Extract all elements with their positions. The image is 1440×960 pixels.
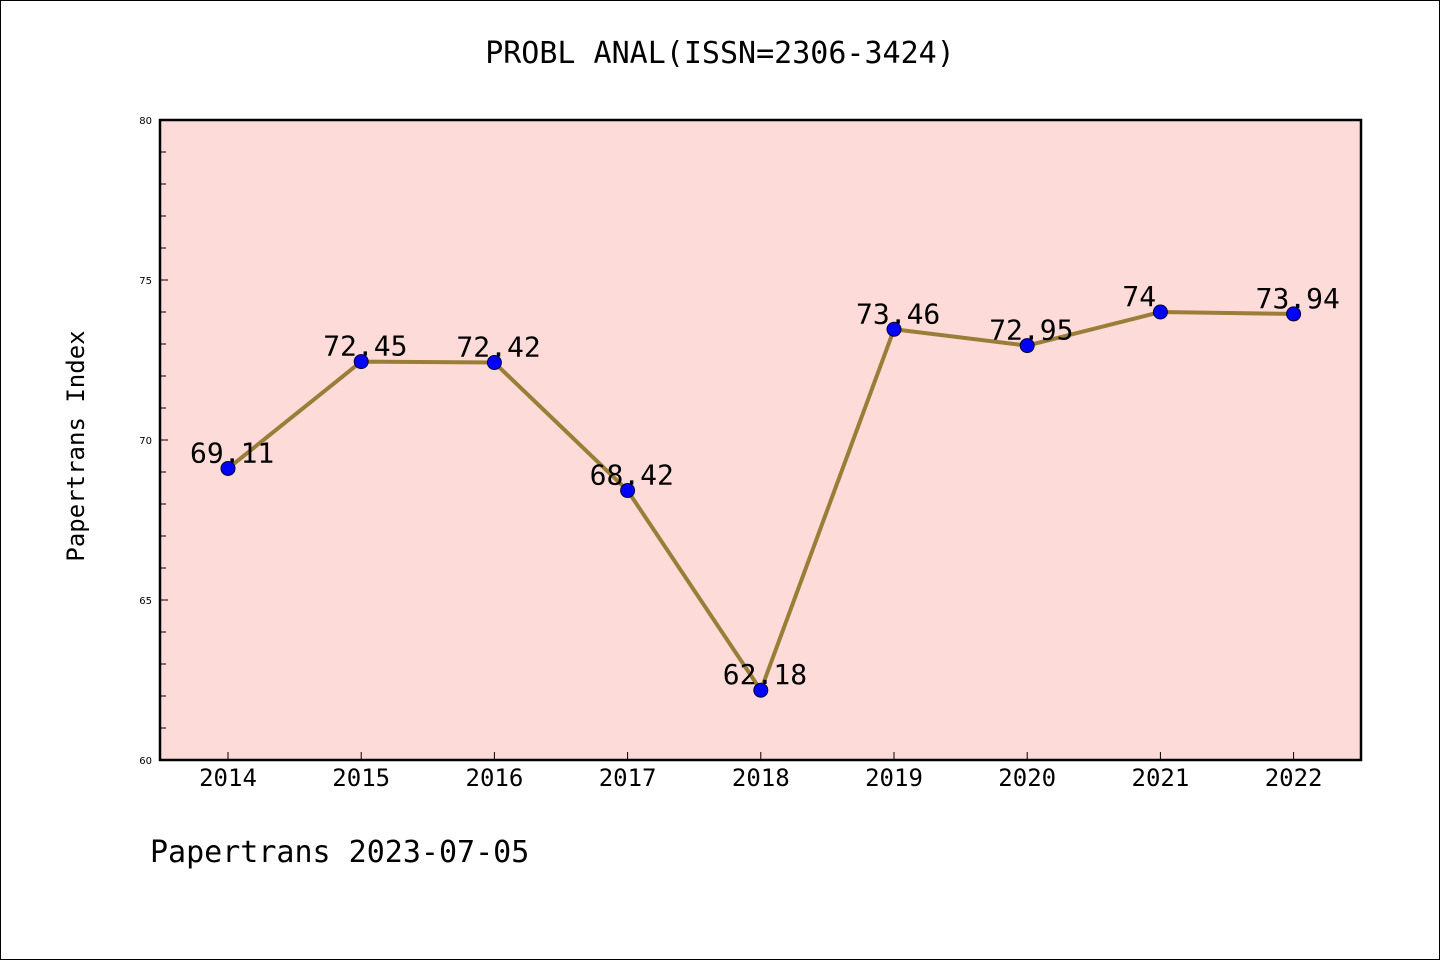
data-point [486,355,502,371]
y-tick-label: 65 [139,596,152,607]
y-tick-label: 60 [139,756,152,767]
data-point [620,483,636,499]
x-tick-label: 2022 [1265,764,1323,792]
data-point [1286,306,1302,322]
y-tick-label: 70 [139,436,152,447]
y-tick-label: 75 [139,276,152,287]
x-tick-label: 2015 [332,764,390,792]
x-tick-label: 2017 [599,764,657,792]
x-tick-label: 2019 [865,764,923,792]
data-label: 74 [1122,280,1156,313]
chart-title: PROBL ANAL(ISSN=2306-3424) [485,36,955,71]
y-tick-label: 80 [139,116,152,127]
data-point [1019,338,1035,354]
x-tick-label: 2020 [998,764,1056,792]
plot-area [160,120,1361,760]
data-point [753,682,769,698]
footer-date-text: Papertrans 2023-07-05 [150,835,530,870]
x-tick-label: 2016 [466,764,524,792]
plot-border [158,118,1363,762]
data-point [886,321,902,337]
data-point [353,354,369,370]
data-point [220,460,236,476]
x-tick-label: 2014 [199,764,257,792]
x-tick-label: 2018 [732,764,790,792]
x-tick-label: 2021 [1132,764,1190,792]
data-point [1152,304,1168,320]
